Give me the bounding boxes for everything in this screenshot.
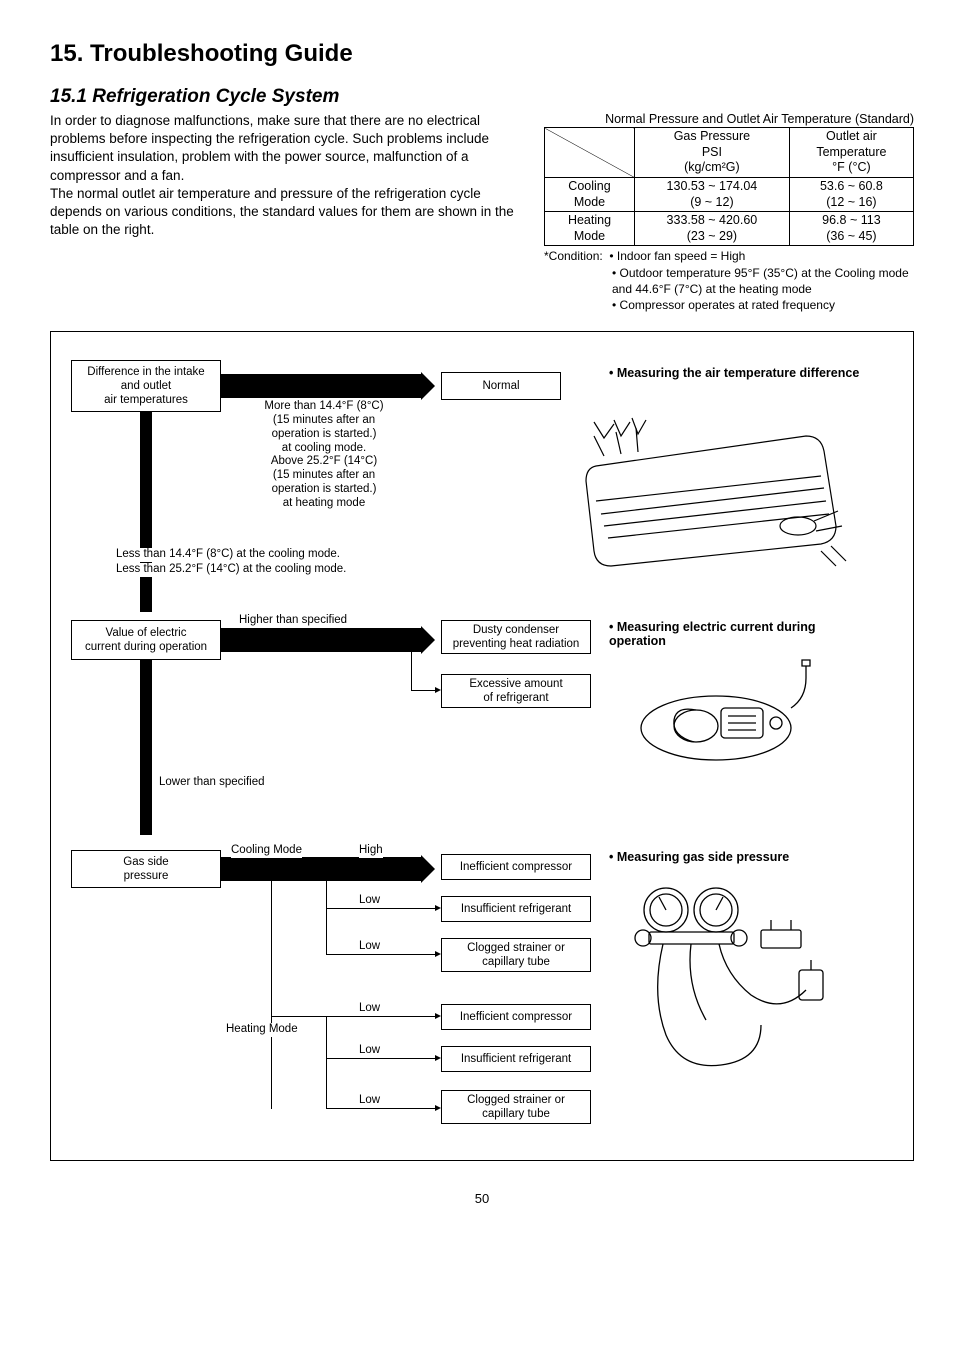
table-cell: 130.53 ~ 174.04(9 ~ 12) — [635, 177, 790, 211]
right-title-2: Measuring electric current during operat… — [609, 620, 859, 648]
condition-note: *Condition: • Indoor fan speed = High • … — [544, 248, 914, 313]
intro-p1: In order to diagnose malfunctions, make … — [50, 112, 524, 185]
label-low: Low — [359, 1002, 380, 1016]
node-insufficient-2: Insufficient refrigerant — [441, 1046, 591, 1072]
connector — [326, 1016, 327, 1108]
connector — [326, 954, 435, 955]
label-less1: Less than 14.4°F (8°C) at the cooling mo… — [116, 548, 340, 562]
right-title-3: Measuring gas side pressure — [609, 850, 859, 864]
connector — [326, 1058, 435, 1059]
intro-text: In order to diagnose malfunctions, make … — [50, 112, 524, 313]
connector — [271, 869, 272, 1109]
connector — [140, 412, 152, 612]
label-lower: Lower than specified — [159, 776, 264, 790]
label-low: Low — [359, 1094, 380, 1108]
node-normal: Normal — [441, 372, 561, 400]
clamp-meter-icon — [616, 658, 816, 778]
table-cell: 53.6 ~ 60.8(12 ~ 16) — [789, 177, 913, 211]
table-row: Heating Mode 333.58 ~ 420.60(23 ~ 29) 96… — [545, 212, 914, 246]
right-title-1: Measuring the air temperature difference — [609, 366, 879, 380]
connector — [411, 690, 435, 691]
page-title: 15. Troubleshooting Guide — [50, 40, 914, 68]
label-higher: Higher than specified — [239, 614, 347, 628]
label-cooling-mode: Cooling Mode — [231, 844, 302, 858]
section-title: 15.1 Refrigeration Cycle System — [50, 86, 914, 108]
node-diff-temp: Difference in the intakeand outletair te… — [71, 360, 221, 412]
node-gas-pressure: Gas sidepressure — [71, 850, 221, 888]
arrow-icon — [221, 857, 421, 881]
label-low: Low — [359, 940, 380, 954]
label-low: Low — [359, 894, 380, 908]
node-clogged-1: Clogged strainer orcapillary tube — [441, 938, 591, 972]
node-insufficient-1: Insufficient refrigerant — [441, 896, 591, 922]
connector — [326, 908, 435, 909]
table-head-pressure: Gas Pressure PSI (kg/cm²G) — [635, 128, 790, 178]
arrow-icon — [221, 628, 421, 652]
intro-p2: The normal outlet air temperature and pr… — [50, 185, 524, 240]
label-low: Low — [359, 1044, 380, 1058]
table-head-temp: Outlet air Temperature °F (°C) — [789, 128, 913, 178]
connector — [326, 1108, 435, 1109]
node-value-current: Value of electriccurrent during operatio… — [71, 620, 221, 660]
table-diag-cell — [545, 128, 635, 178]
node-inefficient-2: Inefficient compressor — [441, 1004, 591, 1030]
connector — [326, 869, 327, 954]
table-mode: Cooling Mode — [545, 177, 635, 211]
table-row: Gas Pressure PSI (kg/cm²G) Outlet air Te… — [545, 128, 914, 178]
connector — [411, 640, 412, 690]
flowchart: Difference in the intakeand outletair te… — [50, 331, 914, 1161]
table-caption: Normal Pressure and Outlet Air Temperatu… — [544, 112, 914, 126]
ac-unit-icon — [566, 406, 856, 586]
label-high: High — [359, 844, 383, 858]
node-inefficient-1: Inefficient compressor — [441, 854, 591, 880]
manifold-gauge-icon — [611, 875, 841, 1095]
table-mode: Heating Mode — [545, 212, 635, 246]
table-cell: 333.58 ~ 420.60(23 ~ 29) — [635, 212, 790, 246]
table-row: Cooling Mode 130.53 ~ 174.04(9 ~ 12) 53.… — [545, 177, 914, 211]
label-more-than: More than 14.4°F (8°C)(15 minutes after … — [239, 400, 409, 510]
node-dusty: Dusty condenserpreventing heat radiation — [441, 620, 591, 654]
arrow-icon — [221, 374, 421, 398]
page-number: 50 — [50, 1191, 914, 1206]
table-cell: 96.8 ~ 113(36 ~ 45) — [789, 212, 913, 246]
connector — [271, 1016, 435, 1017]
connector — [140, 660, 152, 835]
pressure-table: Gas Pressure PSI (kg/cm²G) Outlet air Te… — [544, 127, 914, 246]
label-less2: Less than 25.2°F (14°C) at the cooling m… — [116, 563, 346, 577]
label-heating-mode: Heating Mode — [226, 1023, 298, 1037]
node-excess: Excessive amountof refrigerant — [441, 674, 591, 708]
node-clogged-2: Clogged strainer orcapillary tube — [441, 1090, 591, 1124]
